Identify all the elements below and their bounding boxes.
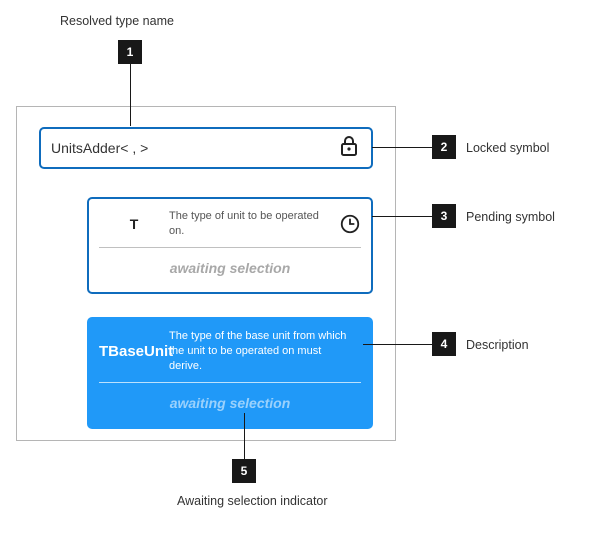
type-param-name: TBaseUnit (99, 343, 169, 360)
leader-line (372, 147, 432, 148)
resolved-type-box: UnitsAdder< , > (39, 127, 373, 169)
callout-label-3: Pending symbol (466, 210, 555, 224)
ui-panel: UnitsAdder< , > T The type of unit to be… (16, 106, 396, 441)
callout-number-3: 3 (432, 204, 456, 228)
type-param-description: The type of unit to be operated on. (169, 209, 339, 239)
leader-line (244, 413, 245, 459)
lock-icon (337, 134, 361, 163)
awaiting-selection-text: awaiting selection (89, 248, 371, 292)
leader-line (363, 344, 432, 345)
awaiting-selection-text: awaiting selection (89, 383, 371, 427)
callout-label-1: Resolved type name (60, 14, 174, 28)
callout-number-4: 4 (432, 332, 456, 356)
type-card-t: T The type of unit to be operated on. aw… (87, 197, 373, 294)
clock-icon (339, 213, 361, 235)
callout-number-5: 5 (232, 459, 256, 483)
type-param-description: The type of the base unit from which the… (169, 329, 361, 374)
type-card-tbaseunit: TBaseUnit The type of the base unit from… (87, 317, 373, 429)
type-param-name: T (99, 216, 169, 232)
leader-line (372, 216, 432, 217)
callout-number-2: 2 (432, 135, 456, 159)
leader-line (130, 64, 131, 126)
callout-label-4: Description (466, 338, 529, 352)
card-header: T The type of unit to be operated on. (89, 199, 371, 247)
callout-label-2: Locked symbol (466, 141, 549, 155)
callout-label-5: Awaiting selection indicator (177, 494, 328, 508)
card-header: TBaseUnit The type of the base unit from… (89, 319, 371, 382)
callout-number-1: 1 (118, 40, 142, 64)
resolved-type-name: UnitsAdder< , > (51, 140, 337, 156)
